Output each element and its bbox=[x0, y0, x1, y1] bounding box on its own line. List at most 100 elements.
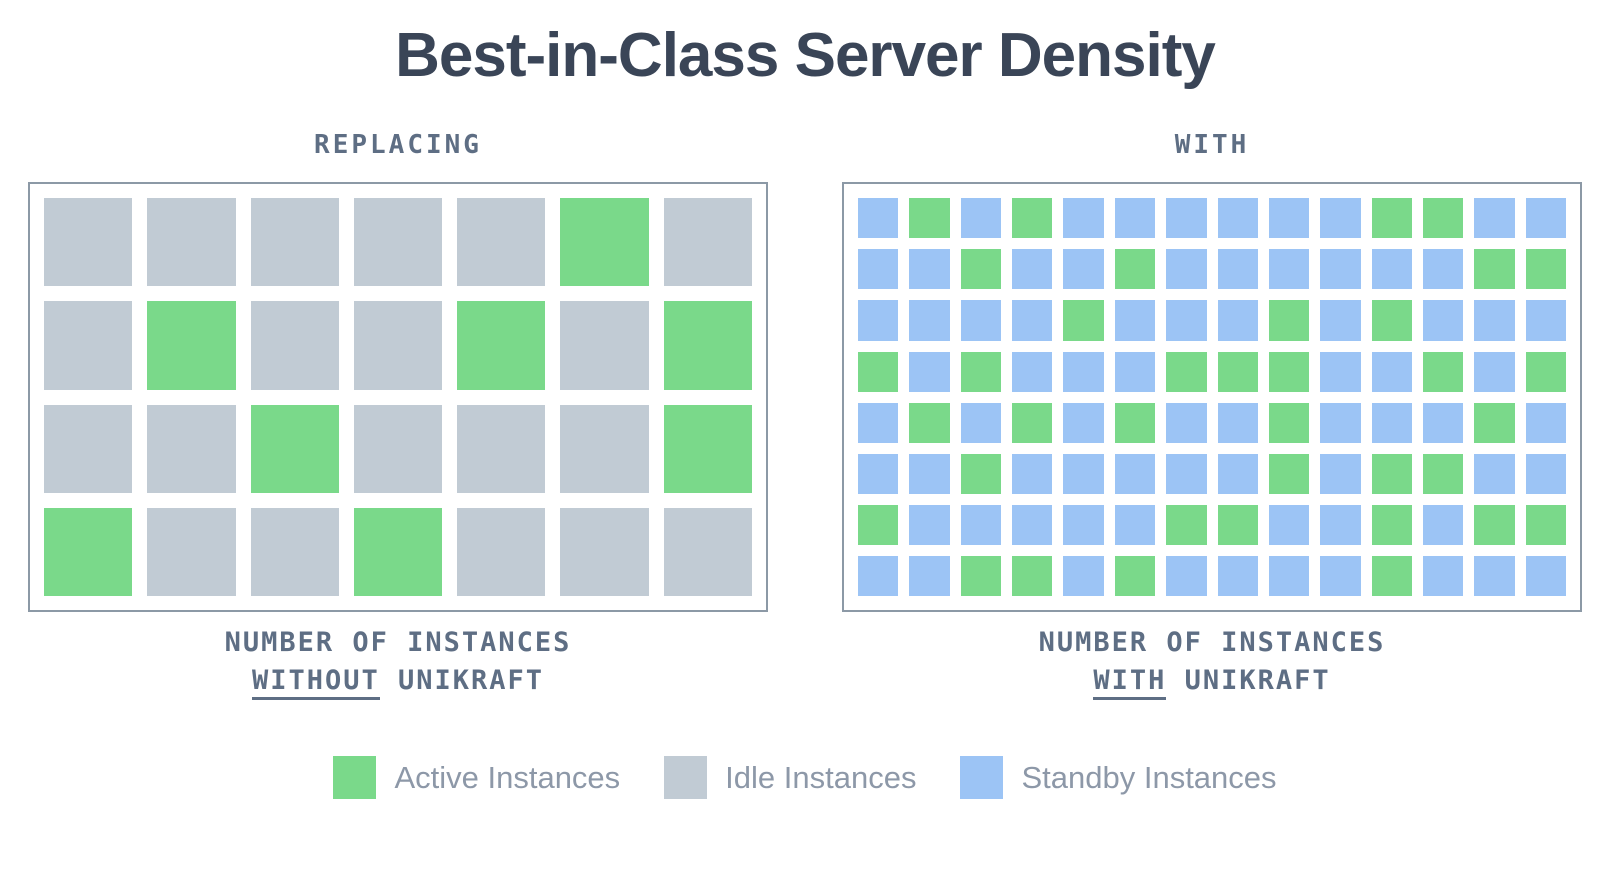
caption-line-2: WITHOUT UNIKRAFT bbox=[28, 662, 768, 701]
standby-instance-cell bbox=[1217, 453, 1258, 494]
idle-instance-cell bbox=[353, 198, 443, 287]
active-instance-cell bbox=[1422, 351, 1464, 392]
caption-line-2: WITH UNIKRAFT bbox=[842, 662, 1582, 701]
standby-instance-cell bbox=[1525, 198, 1566, 239]
standby-instance-cell bbox=[1217, 249, 1258, 290]
active-instance-cell bbox=[1217, 351, 1258, 392]
comparison-panels: REPLACING NUMBER OF INSTANCES WITHOUT UN… bbox=[0, 130, 1610, 701]
idle-instance-cell bbox=[147, 404, 236, 493]
standby-instance-cell bbox=[960, 402, 1002, 443]
standby-instance-cell bbox=[1320, 300, 1361, 341]
idle-instance-cell bbox=[44, 301, 133, 390]
standby-instance-cell bbox=[858, 300, 899, 341]
active-instance-cell bbox=[353, 507, 443, 597]
idle-instance-cell bbox=[250, 301, 339, 390]
standby-instance-cell bbox=[1217, 198, 1258, 239]
active-instance-cell bbox=[1217, 504, 1258, 546]
standby-instances-swatch bbox=[960, 756, 1004, 800]
idle-instance-cell bbox=[663, 198, 752, 287]
idle-instance-cell bbox=[457, 198, 546, 287]
standby-instance-cell bbox=[1217, 402, 1258, 443]
standby-instance-cell bbox=[1320, 351, 1361, 392]
standby-instance-cell bbox=[1422, 249, 1464, 290]
active-instance-cell bbox=[250, 404, 339, 493]
standby-instance-cell bbox=[858, 402, 899, 443]
standby-instance-cell bbox=[1422, 504, 1464, 546]
panel-with-unikraft: WITH NUMBER OF INSTANCES WITH UNIKRAFT bbox=[842, 130, 1582, 701]
standby-instance-cell bbox=[1371, 249, 1412, 290]
standby-instance-cell bbox=[1474, 351, 1515, 392]
standby-instance-cell bbox=[1114, 453, 1156, 494]
idle-instance-cell bbox=[560, 404, 649, 493]
idle-instance-cell bbox=[250, 507, 339, 597]
active-instance-cell bbox=[1268, 453, 1310, 494]
standby-instance-cell bbox=[909, 351, 950, 392]
legend-label-active: Active Instances bbox=[394, 759, 621, 795]
caption-without-unikraft: NUMBER OF INSTANCES WITHOUT UNIKRAFT bbox=[28, 624, 768, 701]
standby-instance-cell bbox=[1012, 504, 1053, 546]
active-instance-cell bbox=[560, 198, 649, 287]
page-title: Best-in-Class Server Density bbox=[395, 21, 1216, 90]
active-instance-cell bbox=[960, 556, 1002, 597]
active-instance-cell bbox=[1268, 402, 1310, 443]
standby-instance-cell bbox=[1063, 198, 1104, 239]
active-instance-cell bbox=[1525, 504, 1566, 546]
standby-instance-cell bbox=[1114, 300, 1156, 341]
standby-instance-cell bbox=[1063, 504, 1104, 546]
active-instance-cell bbox=[1114, 402, 1156, 443]
standby-instance-cell bbox=[1217, 300, 1258, 341]
standby-instance-cell bbox=[858, 453, 899, 494]
active-instance-cell bbox=[960, 249, 1002, 290]
server-density-infographic: Best-in-Class Server Density REPLACING N… bbox=[0, 21, 1610, 886]
instance-grid-without-unikraft bbox=[28, 182, 768, 613]
active-instance-cell bbox=[663, 301, 752, 390]
standby-instance-cell bbox=[858, 198, 899, 239]
standby-instance-cell bbox=[1268, 249, 1310, 290]
standby-instance-cell bbox=[1525, 556, 1566, 597]
idle-instance-cell bbox=[147, 198, 236, 287]
standby-instance-cell bbox=[1268, 556, 1310, 597]
standby-instance-cell bbox=[1114, 504, 1156, 546]
standby-instance-cell bbox=[1012, 351, 1053, 392]
active-instance-cell bbox=[1268, 351, 1310, 392]
standby-instance-cell bbox=[1063, 351, 1104, 392]
standby-instance-cell bbox=[1166, 198, 1207, 239]
active-instance-cell bbox=[1474, 249, 1515, 290]
active-instance-cell bbox=[1114, 249, 1156, 290]
standby-instance-cell bbox=[1012, 249, 1053, 290]
caption-suffix: UNIKRAFT bbox=[1184, 665, 1331, 697]
panel-header-replacing: REPLACING bbox=[314, 130, 482, 161]
standby-instance-cell bbox=[1474, 198, 1515, 239]
standby-instance-cell bbox=[858, 556, 899, 597]
idle-instance-cell bbox=[353, 404, 443, 493]
idle-instance-cell bbox=[250, 198, 339, 287]
caption-line-1: NUMBER OF INSTANCES bbox=[1038, 627, 1386, 659]
idle-instance-cell bbox=[147, 507, 236, 597]
standby-instance-cell bbox=[1217, 556, 1258, 597]
standby-instance-cell bbox=[1320, 556, 1361, 597]
standby-instance-cell bbox=[909, 504, 950, 546]
idle-instance-cell bbox=[44, 404, 133, 493]
active-instance-cell bbox=[663, 404, 752, 493]
standby-instance-cell bbox=[1268, 504, 1310, 546]
standby-instance-cell bbox=[1320, 402, 1361, 443]
standby-instance-cell bbox=[1474, 300, 1515, 341]
standby-instance-cell bbox=[960, 300, 1002, 341]
active-instance-cell bbox=[1371, 453, 1412, 494]
legend-item-idle: Idle Instances bbox=[664, 756, 916, 800]
active-instance-cell bbox=[858, 351, 899, 392]
standby-instance-cell bbox=[1012, 453, 1053, 494]
panel-header-with: WITH bbox=[1174, 130, 1250, 161]
standby-instance-cell bbox=[1474, 453, 1515, 494]
active-instance-cell bbox=[960, 453, 1002, 494]
instance-grid-with-unikraft bbox=[842, 182, 1582, 613]
standby-instance-cell bbox=[960, 198, 1002, 239]
standby-instance-cell bbox=[1012, 300, 1053, 341]
standby-instance-cell bbox=[1320, 198, 1361, 239]
idle-instance-cell bbox=[663, 507, 752, 597]
standby-instance-cell bbox=[1063, 453, 1104, 494]
active-instance-cell bbox=[1166, 504, 1207, 546]
standby-instance-cell bbox=[1166, 453, 1207, 494]
idle-instance-cell bbox=[44, 198, 133, 287]
standby-instance-cell bbox=[1422, 556, 1464, 597]
